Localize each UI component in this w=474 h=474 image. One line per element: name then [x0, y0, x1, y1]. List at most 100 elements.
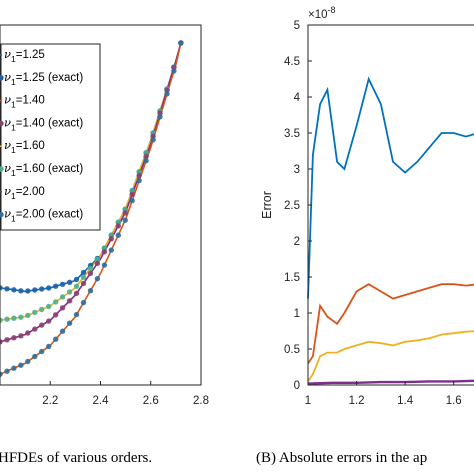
legend-entry: ν1=1.25 (exact): [4, 70, 83, 87]
left-series-marker-2: [18, 333, 24, 339]
right-y-tick-label: 0.5: [284, 344, 300, 356]
left-series-marker-2: [87, 270, 94, 277]
left-series-marker-1: [66, 289, 73, 295]
right-y-tick-label: 2.5: [284, 200, 300, 212]
left-series-marker-3: [32, 353, 38, 360]
left-series-marker-1: [46, 303, 52, 310]
right-series-line-2: [307, 330, 474, 382]
left-series-marker-0: [59, 281, 66, 287]
left-series-marker-1: [59, 294, 66, 300]
left-caption: HFDEs of various orders.: [0, 450, 152, 466]
right-x-tick-label: 1.4: [397, 395, 414, 407]
left-series-marker-3: [178, 40, 184, 46]
left-series-marker-0: [32, 287, 38, 293]
left-series-marker-2: [80, 280, 87, 287]
left-series-marker-2: [0, 339, 3, 345]
left-series-marker-2: [101, 249, 108, 255]
left-series-marker-1: [53, 299, 59, 305]
left-series-marker-2: [143, 153, 149, 160]
left-series-marker-2: [32, 326, 38, 332]
left-legend: ν1=1.25 ν1=1.25 (exact) ν1=1.40 ν1=1.40 (ex…: [0, 43, 101, 231]
right-series-line-0: [307, 76, 474, 299]
left-series-marker-1: [87, 265, 94, 272]
left-series-marker-0: [80, 269, 87, 276]
left-x-tick-label: 2.4: [93, 395, 110, 407]
y-axis-exponent: ×10-8: [308, 5, 336, 21]
right-y-tick-label: 2: [294, 236, 300, 248]
legend-entry: ν1=1.40 (exact): [4, 115, 83, 132]
legend-entry: ν1=1.60 (exact): [4, 161, 83, 178]
left-series-marker-3: [25, 358, 31, 365]
left-series-marker-0: [73, 276, 80, 283]
left-series-marker-1: [39, 306, 45, 313]
legend-swatch-marker: [0, 166, 4, 172]
right-y-tick-label: 4.5: [284, 56, 300, 68]
left-series-marker-1: [73, 283, 80, 289]
left-series-marker-2: [66, 298, 73, 304]
legend-entry: ν1=1.40: [4, 93, 45, 110]
right-x-tick-label: 1.6: [446, 395, 462, 407]
left-series-marker-2: [73, 290, 80, 296]
right-series-line-1: [307, 283, 474, 364]
left-series-marker-3: [11, 365, 17, 371]
left-series-marker-1: [4, 316, 10, 322]
left-series-marker-0: [53, 283, 59, 289]
left-series-marker-2: [11, 335, 17, 341]
left-series-marker-0: [0, 285, 3, 291]
left-series-marker-3: [18, 362, 24, 368]
left-series-marker-3: [53, 336, 59, 342]
left-series-marker-2: [108, 236, 115, 242]
left-series-marker-2: [59, 305, 66, 311]
left-series-marker-1: [11, 315, 17, 321]
right-plot-frame: [307, 24, 474, 386]
left-series-marker-2: [4, 337, 10, 343]
left-series-marker-3: [129, 197, 135, 204]
legend-entry: ν1=1.60: [4, 138, 45, 155]
left-series-marker-0: [25, 288, 31, 294]
left-series-marker-1: [94, 256, 101, 263]
right-y-tick-label: 4: [294, 92, 301, 104]
legend-entry: ν1=1.25: [4, 47, 45, 64]
left-series-marker-2: [136, 172, 142, 179]
left-series-marker-2: [129, 191, 135, 197]
left-series-marker-2: [122, 210, 128, 216]
left-x-tick-label: 2.2: [42, 395, 58, 407]
left-series-marker-3: [94, 276, 101, 282]
left-series-marker-0: [18, 288, 24, 294]
right-y-tick-label: 3: [294, 164, 300, 176]
right-chart: 0 0.5 1 1.5 2 2.5 3 3.5 4 4.5 5 1 1.2 1.4 1.6 Error ×…: [256, 5, 474, 466]
left-series-marker-3: [80, 299, 87, 306]
left-series-marker-2: [115, 223, 122, 229]
left-series-marker-3: [122, 217, 128, 223]
right-x-tick-label: 1.2: [349, 395, 365, 407]
left-series-marker-3: [143, 158, 149, 164]
left-series-marker-2: [46, 318, 52, 324]
left-series-marker-1: [25, 312, 31, 319]
right-y-tick-label: 1.5: [284, 272, 300, 284]
left-series-marker-2: [94, 260, 101, 267]
left-series-marker-3: [108, 247, 115, 253]
left-series-marker-3: [73, 311, 80, 318]
left-series-marker-3: [157, 114, 163, 120]
left-series-marker-3: [164, 91, 170, 97]
left-series-marker-0: [11, 287, 17, 293]
legend-swatch-marker: [0, 211, 4, 218]
right-y-tick-label: 3.5: [284, 128, 300, 140]
left-series-marker-3: [171, 68, 177, 74]
right-series-line-3: [307, 379, 474, 385]
right-y-tick-label: 1: [294, 308, 300, 320]
left-series-marker-0: [39, 286, 45, 292]
legend-swatch-marker: [0, 120, 4, 127]
left-series-marker-3: [66, 320, 73, 326]
left-series-marker-0: [46, 285, 52, 291]
right-y-tick-label: 0: [294, 380, 300, 392]
left-series-marker-1: [18, 314, 24, 320]
left-series-marker-3: [59, 328, 66, 334]
left-series-marker-2: [39, 322, 45, 328]
left-x-tick-label: 2.6: [143, 395, 159, 407]
left-series-marker-1: [0, 317, 3, 323]
right-y-axis-label: Error: [260, 191, 274, 219]
left-series-marker-3: [4, 368, 10, 374]
